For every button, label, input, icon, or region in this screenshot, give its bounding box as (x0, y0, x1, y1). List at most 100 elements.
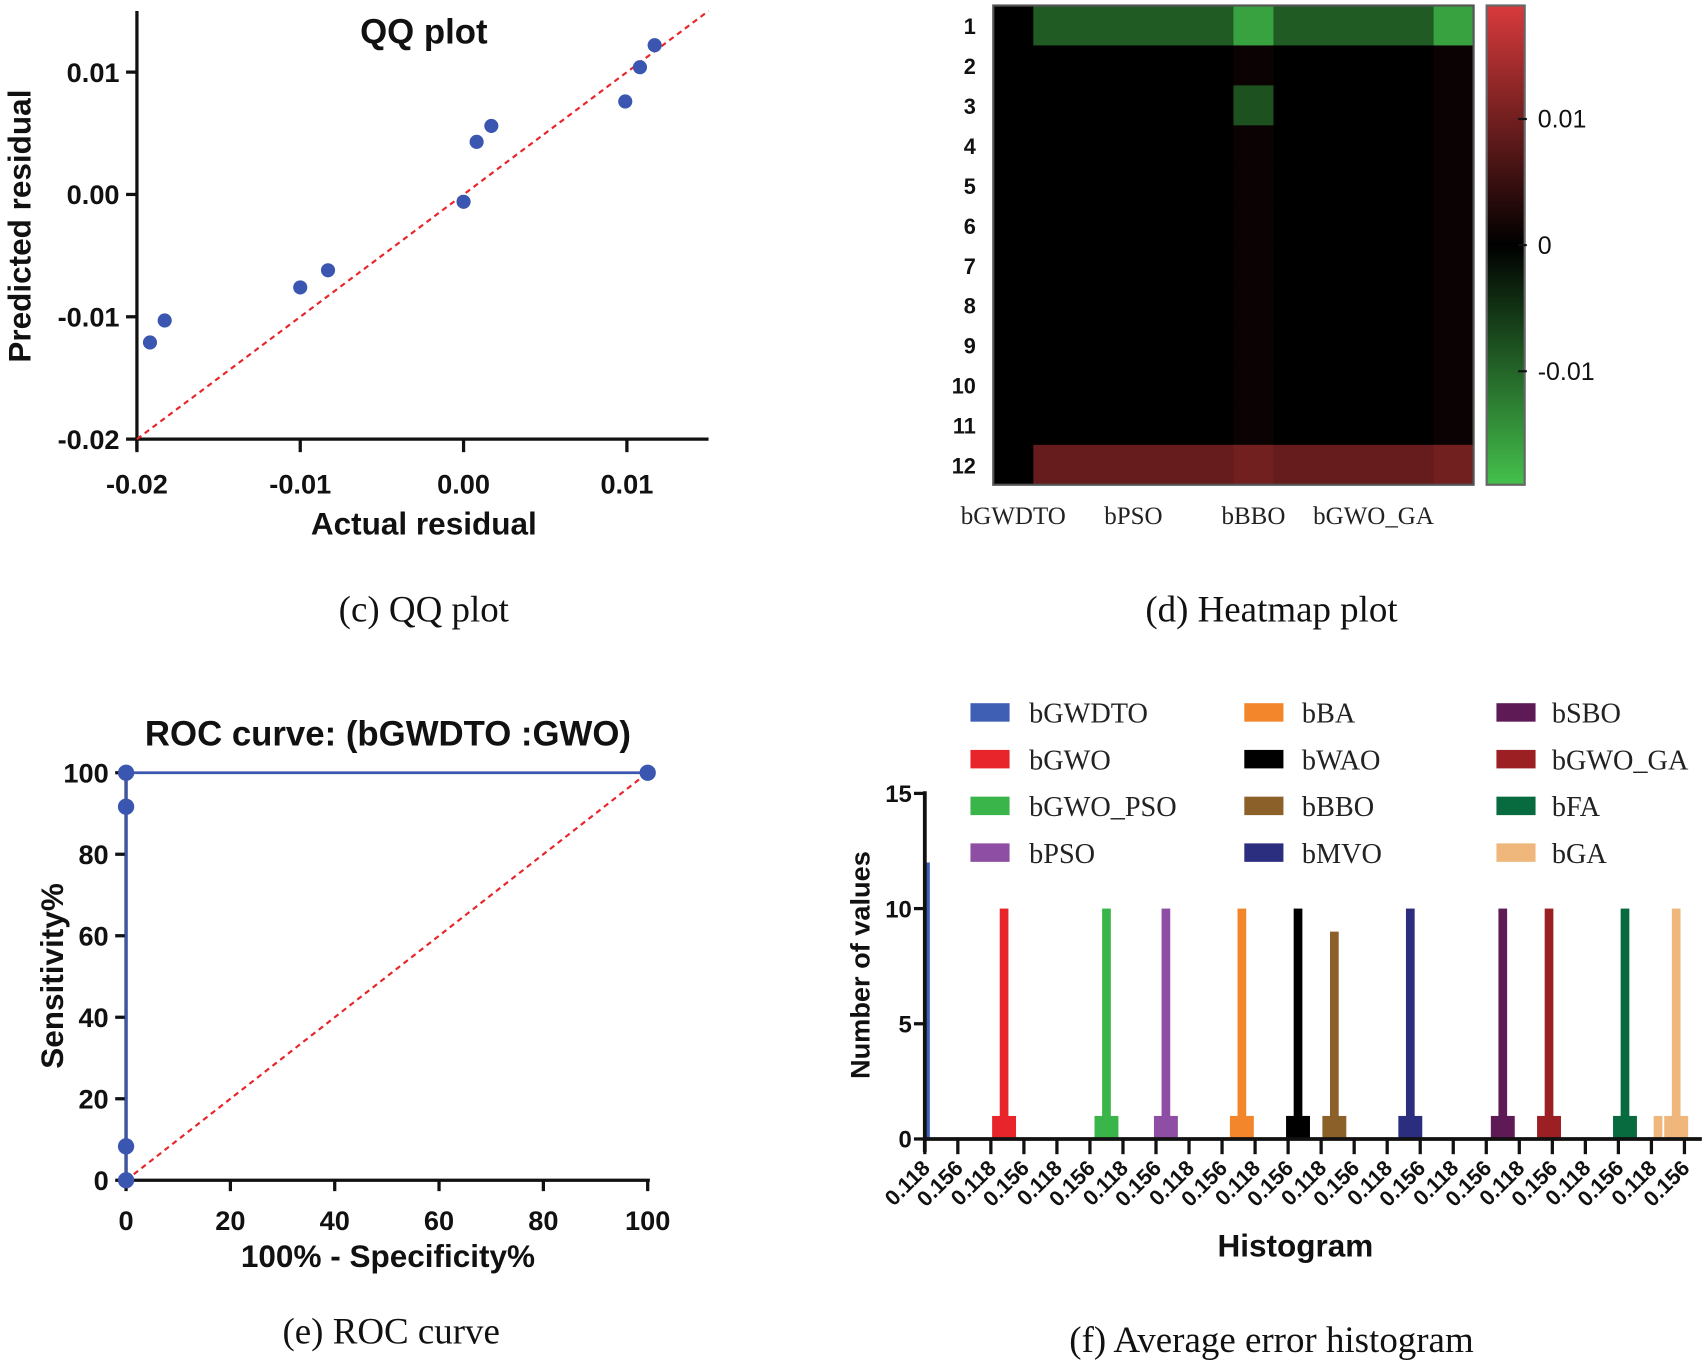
heatmap-cell (1233, 285, 1275, 326)
legend-swatch (1244, 703, 1284, 722)
heatmap-cell (993, 165, 1034, 206)
roc-y-tick-label: 20 (78, 1084, 108, 1115)
heatmap-cell (1313, 125, 1355, 166)
heatmap-cell (1273, 165, 1315, 206)
heatmap-row-label: 12 (952, 453, 976, 478)
legend-label: bFA (1552, 792, 1601, 823)
qq-x-tick-label: 0.01 (600, 468, 653, 499)
heatmap-row-label: 9 (964, 334, 976, 359)
heatmap-cell (1393, 5, 1435, 46)
heatmap-cell (1353, 325, 1395, 366)
heatmap-cell (1393, 325, 1435, 366)
colorbar-tick-label: 0 (1538, 232, 1552, 260)
legend-swatch (1244, 843, 1284, 862)
heatmap-cell (1433, 205, 1475, 246)
legend-label: bBBO (1302, 792, 1374, 823)
heatmap-cell (993, 245, 1034, 286)
roc-x-tick-label: 40 (320, 1205, 350, 1236)
histogram-bar (1237, 908, 1247, 1139)
heatmap-cell (1193, 45, 1234, 86)
heatmap-cell (1193, 245, 1234, 286)
roc-point (117, 764, 135, 781)
heatmap-row-label: 8 (964, 294, 976, 319)
heatmap-cell (1153, 404, 1194, 446)
heatmap-cell (1073, 364, 1114, 406)
heatmap-cell (1313, 364, 1355, 406)
heatmap-cell (993, 125, 1034, 166)
heatmap-cell (1353, 205, 1395, 246)
heatmap-cell (1033, 165, 1074, 206)
histogram-plot: Histogram Number of values (f) Average e… (844, 699, 1702, 1361)
qq-point (157, 313, 172, 328)
qq-reference-line (136, 10, 710, 440)
heatmap-row-label: 10 (952, 374, 976, 399)
heatmap-cell (1313, 5, 1355, 46)
qq-caption: (c) QQ plot (339, 589, 510, 631)
heatmap-cell (1433, 5, 1475, 46)
heatmap-cell (1193, 404, 1234, 446)
heatmap-cell (993, 85, 1034, 126)
heatmap-cell (993, 45, 1034, 86)
heatmap-cell (1393, 85, 1435, 126)
legend-label: bGWO_GA (1552, 745, 1689, 776)
heatmap-cell (1433, 364, 1475, 406)
heatmap-cell (1193, 364, 1234, 406)
heatmap-cell (1233, 125, 1275, 166)
heatmap-cell (1153, 205, 1194, 246)
heatmap-cell (1033, 125, 1074, 166)
heatmap-cell (1033, 404, 1074, 446)
heatmap-cell (1113, 205, 1154, 246)
heatmap-cell (1153, 245, 1194, 286)
heatmap-frame (992, 4, 1475, 486)
legend-swatch (1244, 796, 1284, 816)
heatmap-cell (1113, 285, 1154, 326)
heatmap-cell (993, 285, 1034, 326)
roc-y-tick-label: 40 (78, 1002, 108, 1033)
heatmap-cell (1113, 85, 1154, 126)
legend-swatch (970, 703, 1010, 722)
heatmap-cell (1353, 285, 1395, 326)
qq-y-tick-label: -0.01 (58, 302, 120, 333)
heatmap-cell (1353, 364, 1395, 406)
heatmap-cell (1313, 85, 1355, 126)
heatmap-cell (1113, 325, 1154, 366)
qq-y-tick-label: 0.01 (67, 57, 120, 88)
roc-x-tick-label: 80 (528, 1205, 558, 1236)
colorbar-tick-label: -0.01 (1538, 358, 1595, 386)
legend-swatch (1496, 749, 1536, 769)
heatmap-cell (1433, 45, 1475, 86)
heatmap-cell (1153, 5, 1194, 46)
roc-y-tick-label: 80 (78, 839, 108, 870)
roc-y-tick-label: 100 (63, 758, 108, 789)
heatmap-cell (1233, 444, 1275, 486)
heatmap-cell (1353, 245, 1395, 286)
legend-label: bWAO (1302, 745, 1380, 776)
legend-label: bGWO (1029, 745, 1111, 776)
heatmap-cell (1233, 364, 1275, 406)
roc-caption: (e) ROC curve (282, 1310, 499, 1352)
heatmap-cell (1113, 444, 1154, 486)
heatmap-cell (993, 5, 1034, 46)
histogram-bar (924, 862, 930, 1139)
heatmap-cell (993, 364, 1034, 406)
heatmap-cell (1113, 5, 1154, 46)
legend-swatch (1496, 843, 1536, 862)
histogram-bar (1620, 908, 1630, 1139)
heatmap-cell (1353, 404, 1395, 446)
heatmap-cell (1273, 325, 1315, 366)
legend-swatch (1244, 749, 1284, 769)
heatmap-cell (1033, 285, 1074, 326)
roc-x-tick-label: 60 (424, 1205, 454, 1236)
heatmap-cell (1193, 205, 1234, 246)
heatmap-cell (1153, 364, 1194, 406)
heatmap-cell (1233, 404, 1275, 446)
heatmap-column-label: bPSO (1104, 503, 1162, 530)
hist-y-tick-label: 10 (885, 896, 912, 923)
roc-y-tick-label: 60 (78, 921, 108, 952)
heatmap-cell (1113, 165, 1154, 206)
heatmap-cell (1313, 285, 1355, 326)
heatmap-cell (1033, 45, 1074, 86)
heatmap-cell (993, 444, 1034, 486)
heatmap-cell (1313, 325, 1355, 366)
heatmap-cell (1193, 285, 1234, 326)
